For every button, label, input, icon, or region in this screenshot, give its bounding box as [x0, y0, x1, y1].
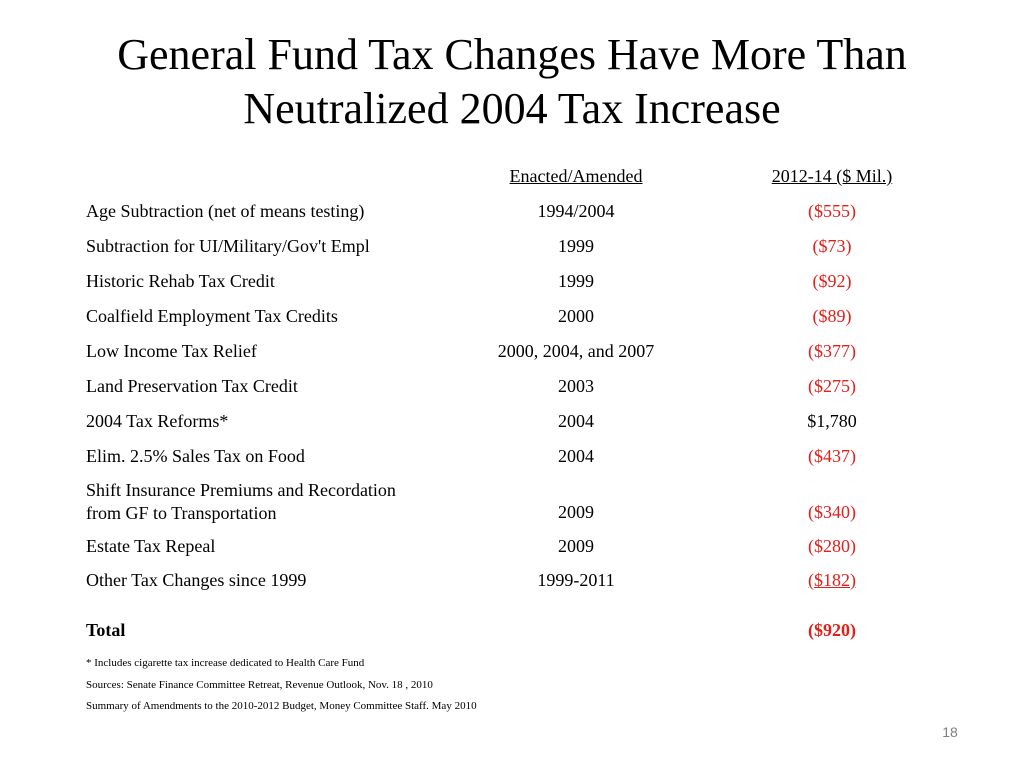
row-enacted: 2009 — [558, 502, 594, 522]
row-label: Subtraction for UI/Military/Gov't Empl — [86, 236, 370, 256]
row-amount: ($377) — [808, 341, 856, 361]
row-amount: $1,780 — [807, 411, 857, 431]
row-enacted: 2000, 2004, and 2007 — [497, 341, 655, 361]
row-label: Other Tax Changes since 1999 — [86, 570, 307, 590]
table-row: 2004 Tax Reforms* 2004 $1,780 — [0, 410, 1024, 432]
slide-title: General Fund Tax Changes Have More Than … — [0, 28, 1024, 136]
row-label: Estate Tax Repeal — [86, 536, 216, 556]
row-amount: ($437) — [808, 446, 856, 466]
source-note: Summary of Amendments to the 2010-2012 B… — [86, 700, 477, 712]
footnote: * Includes cigarette tax increase dedica… — [86, 657, 365, 669]
row-amount: ($340) — [808, 502, 856, 522]
column-header-amount: 2012-14 ($ Mil.) — [771, 166, 893, 186]
table-row: Estate Tax Repeal 2009 ($280) — [0, 535, 1024, 557]
row-enacted: 2000 — [558, 306, 594, 326]
table-row: Other Tax Changes since 1999 1999-2011 (… — [0, 569, 1024, 591]
row-label: Low Income Tax Relief — [86, 341, 257, 361]
source-note: Sources: Senate Finance Committee Retrea… — [86, 679, 433, 691]
table-row: Shift Insurance Premiums and Recordation… — [0, 479, 1024, 523]
row-amount: ($182) — [808, 570, 856, 590]
row-label: Land Preservation Tax Credit — [86, 376, 298, 396]
row-label: Coalfield Employment Tax Credits — [86, 306, 338, 326]
slide-title-line-1: General Fund Tax Changes Have More Than — [117, 30, 907, 79]
table-row: Historic Rehab Tax Credit 1999 ($92) — [0, 270, 1024, 292]
row-enacted: 1999 — [558, 236, 594, 256]
table-row: Low Income Tax Relief 2000, 2004, and 20… — [0, 340, 1024, 362]
row-amount: ($275) — [808, 376, 856, 396]
total-amount: ($920) — [808, 620, 856, 640]
table-row: Coalfield Employment Tax Credits 2000 ($… — [0, 305, 1024, 327]
row-label: Age Subtraction (net of means testing) — [86, 201, 365, 221]
row-enacted: 1999 — [558, 271, 594, 291]
row-enacted: 2004 — [558, 446, 594, 466]
row-label: Historic Rehab Tax Credit — [86, 271, 275, 291]
total-label: Total — [86, 620, 126, 640]
row-amount: ($280) — [808, 536, 856, 556]
row-amount: ($555) — [808, 201, 856, 221]
table-row: Elim. 2.5% Sales Tax on Food 2004 ($437) — [0, 445, 1024, 467]
table-row: Subtraction for UI/Military/Gov't Empl 1… — [0, 235, 1024, 257]
row-enacted: 1994/2004 — [537, 201, 615, 221]
table-row: Land Preservation Tax Credit 2003 ($275) — [0, 375, 1024, 397]
total-row: Total ($920) — [0, 619, 1024, 641]
row-amount: ($73) — [812, 236, 852, 256]
row-amount: ($92) — [812, 271, 852, 291]
row-label: 2004 Tax Reforms* — [86, 411, 229, 431]
row-amount: ($89) — [812, 306, 852, 326]
page-number: 18 — [942, 724, 958, 740]
row-enacted: 1999-2011 — [537, 570, 615, 590]
table-header: Enacted/Amended 2012-14 ($ Mil.) — [0, 165, 1024, 187]
row-label-line-1: Shift Insurance Premiums and Recordation — [86, 480, 396, 500]
table-row: Age Subtraction (net of means testing) 1… — [0, 200, 1024, 222]
row-label-line-2: from GF to Transportation — [86, 503, 277, 523]
row-enacted: 2003 — [558, 376, 594, 396]
row-enacted: 2004 — [558, 411, 594, 431]
column-header-enacted: Enacted/Amended — [509, 166, 643, 186]
row-enacted: 2009 — [558, 536, 594, 556]
slide-title-line-2: Neutralized 2004 Tax Increase — [243, 84, 781, 133]
row-label: Shift Insurance Premiums and Recordation… — [86, 479, 396, 525]
row-label: Elim. 2.5% Sales Tax on Food — [86, 446, 305, 466]
